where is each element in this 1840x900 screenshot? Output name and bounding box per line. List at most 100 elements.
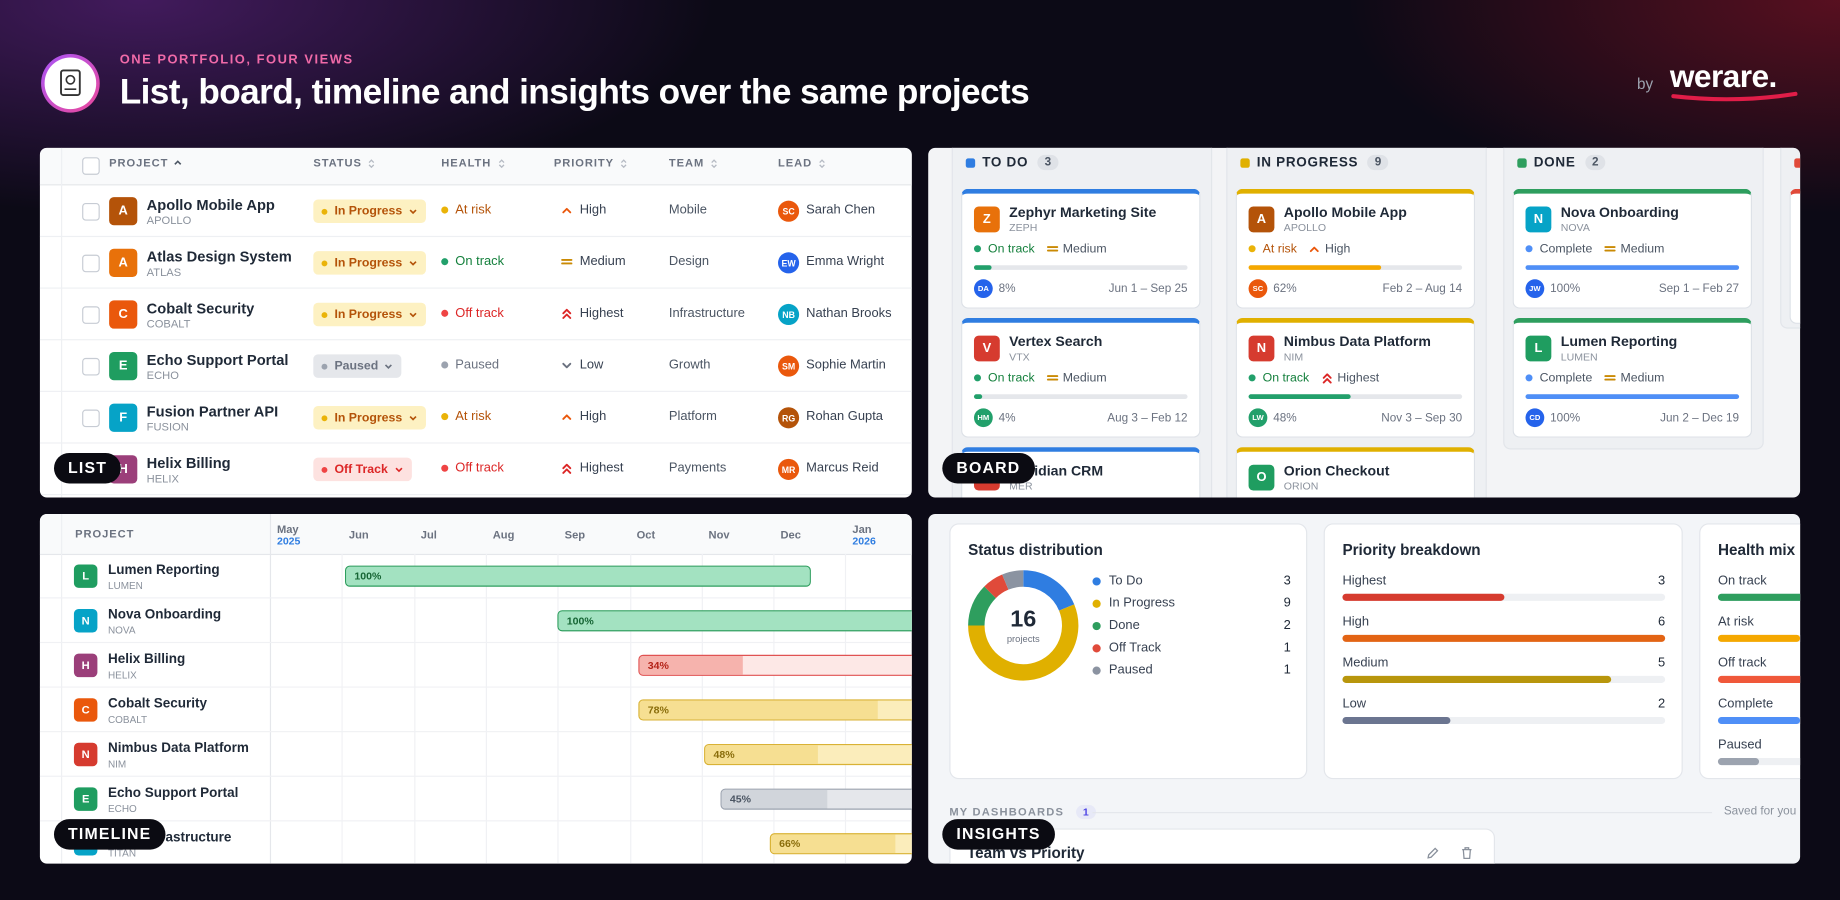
checkbox[interactable]	[82, 306, 100, 324]
column-header[interactable]: STATUS	[313, 157, 376, 170]
project-name: Cobalt Security	[107, 697, 207, 712]
dot	[321, 363, 328, 370]
checkbox[interactable]	[82, 254, 100, 273]
board-card[interactable]: Z Zephyr Marketing Site ZEPH On track Medium…	[961, 188, 1201, 309]
timeline-progress-label: 78%	[647, 704, 669, 716]
board-card[interactable]: A Apollo Mobile App APOLLO At risk High SC 62%…	[1235, 188, 1476, 309]
timeline-bar[interactable]: 66%	[769, 833, 912, 855]
card-code: LUMEN	[1560, 350, 1598, 363]
brand: werare.	[1669, 58, 1777, 94]
board-card[interactable]: N Nimbus Data Platform NIM On track Highest L…	[1235, 318, 1476, 438]
project-name[interactable]: Apollo Mobile App	[146, 197, 275, 214]
bar-name: Low	[1342, 697, 1367, 712]
progress-label: 62%	[1273, 282, 1297, 296]
board-card[interactable]: L Lumen Reporting LUMEN Complete Medium CD 100…	[1512, 318, 1752, 438]
chevron	[409, 312, 417, 318]
card-code: MER	[1009, 479, 1033, 492]
checkbox[interactable]	[82, 357, 100, 376]
icon-stroke	[394, 467, 402, 473]
avatar: H	[73, 653, 98, 678]
dot	[441, 361, 449, 369]
avatar: A	[109, 248, 138, 277]
dot	[441, 464, 449, 472]
column-header[interactable]: PROJECT	[109, 157, 182, 170]
priority-text: High	[579, 409, 607, 424]
health-text: Paused	[455, 357, 500, 372]
column-header[interactable]: TEAM	[669, 157, 718, 170]
column-header: PROJECT	[75, 528, 135, 541]
status-pill[interactable]: Paused	[313, 354, 402, 378]
project-code: NOVA	[107, 624, 136, 637]
header-row	[39, 147, 912, 186]
progress-bar	[1525, 394, 1740, 399]
project-name[interactable]: Helix Billing	[146, 455, 231, 472]
avatar: A	[1248, 206, 1275, 233]
avatar: E	[73, 787, 98, 811]
card-dates: Jun 1 – Sep 25	[1108, 282, 1188, 296]
gutter-line	[61, 147, 63, 498]
board-card[interactable]: V Vertex Search VTX On track Medium HM 4% Aug 3…	[961, 318, 1201, 438]
column-header[interactable]: LEAD	[778, 157, 826, 170]
column-header-text: STATUS	[313, 157, 362, 171]
row-divider	[39, 731, 912, 733]
icon-stroke	[409, 261, 417, 266]
timeline-bar[interactable]: 78%	[638, 699, 912, 721]
delete-icon[interactable]	[1460, 846, 1474, 860]
column-count: 3	[1037, 154, 1059, 171]
board-card[interactable]: O Orion Checkout ORION	[1235, 447, 1476, 498]
legend-count: 2	[1283, 618, 1291, 633]
timeline-progress	[558, 611, 912, 631]
checkbox[interactable]	[82, 203, 100, 221]
legend-name: Done	[1108, 618, 1140, 633]
donut-segment	[968, 604, 1079, 681]
column-header[interactable]: HEALTH	[441, 157, 505, 170]
legend-swatch	[1092, 666, 1101, 675]
column-header[interactable]: PRIORITY	[554, 157, 628, 170]
card-title: Priority breakdown	[1342, 540, 1481, 559]
avatar: Z	[973, 206, 1000, 233]
board-card[interactable]: N Nova Onboarding NOVA Complete Medium JW 100%…	[1512, 188, 1752, 309]
project-code: LUMEN	[107, 579, 143, 592]
project-name[interactable]: Cobalt Security	[146, 300, 255, 317]
status-pill[interactable]: In Progress	[313, 251, 426, 275]
donut-segment	[968, 586, 997, 626]
priority-icon	[562, 207, 572, 214]
month-label: Jul	[420, 529, 437, 543]
project-name[interactable]: Fusion Partner API	[146, 403, 279, 421]
legend-name: To Do	[1108, 573, 1143, 588]
timeline-bar[interactable]: 100%	[557, 610, 912, 632]
dot	[321, 259, 328, 266]
project-name[interactable]: Echo Support Portal	[146, 352, 289, 369]
timeline-bar[interactable]: 34%	[638, 654, 912, 676]
sort-icon	[369, 159, 375, 169]
bar-count: 2	[1657, 697, 1666, 712]
status-pill[interactable]: In Progress	[313, 302, 426, 327]
checkbox[interactable]	[82, 157, 100, 175]
project-name[interactable]: Atlas Design System	[146, 248, 292, 266]
checkbox[interactable]	[82, 409, 100, 428]
timeline-bar[interactable]: 48%	[704, 743, 912, 766]
health-text: Off track	[455, 306, 504, 321]
team: Design	[668, 254, 710, 269]
priority-icon	[562, 414, 572, 420]
team: Growth	[668, 357, 711, 372]
health-text: At risk	[1262, 241, 1297, 256]
avatar: RG	[778, 407, 800, 429]
legend-swatch	[1092, 577, 1101, 586]
column-header-text: TEAM	[668, 157, 705, 171]
card-code: VTX	[1009, 350, 1030, 363]
dot	[1525, 374, 1533, 382]
column-header: DONE 2	[1534, 154, 1606, 171]
project-code: COBALT	[146, 318, 191, 331]
card-code: APOLLO	[1283, 221, 1327, 234]
status-pill[interactable]: In Progress	[313, 199, 426, 223]
status-pill[interactable]: In Progress	[313, 406, 426, 430]
health-text: On track	[988, 241, 1035, 256]
project-code: ECHO	[146, 369, 179, 383]
timeline-bar[interactable]: 45%	[720, 788, 912, 810]
timeline-progress-label: 48%	[713, 748, 735, 761]
edit-icon[interactable]	[1426, 846, 1440, 860]
status-pill[interactable]: Off Track	[313, 457, 412, 482]
timeline-bar[interactable]: 100%	[345, 565, 811, 587]
